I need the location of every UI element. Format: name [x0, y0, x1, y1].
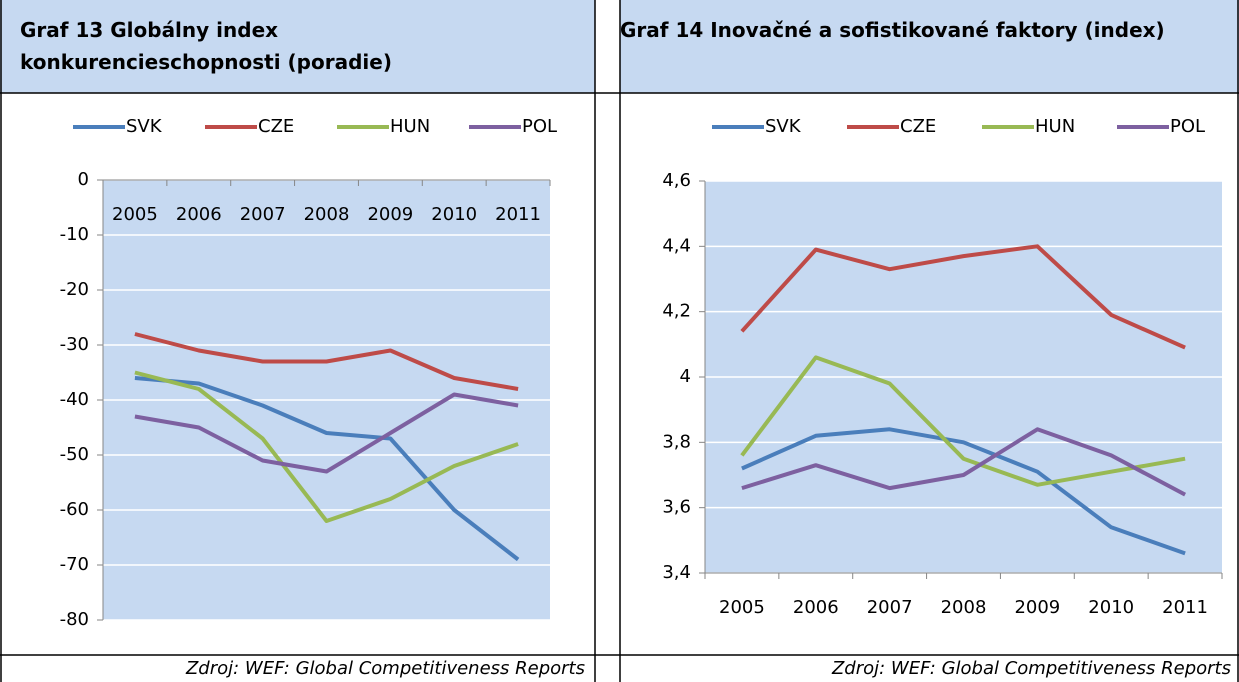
legend-label: SVK: [765, 116, 802, 137]
series-line: [134, 376, 520, 562]
x-tick-label: 2009: [1014, 597, 1060, 618]
y-tick-label: -30: [60, 334, 89, 355]
y-tick-label: -20: [60, 279, 89, 300]
y-tick-label: -70: [60, 554, 89, 575]
x-tick-label: 2005: [719, 597, 765, 618]
y-tick-label: -60: [60, 499, 89, 520]
y-tick-label: -10: [60, 224, 89, 245]
series-line: [741, 427, 1187, 497]
chart-title: Graf 14 Inovačné a sofistikované faktory…: [620, 18, 1165, 42]
y-tick-label: -40: [60, 389, 89, 410]
y-tick-label: -50: [60, 444, 89, 465]
legend-label: HUN: [390, 116, 430, 137]
source-note: Zdroj: WEF: Global Competitiveness Repor…: [831, 658, 1231, 679]
x-tick-label: 2010: [431, 204, 477, 225]
series-line: [134, 370, 519, 523]
x-tick-label: 2005: [112, 204, 158, 225]
x-tick-label: 2007: [867, 597, 913, 618]
legend-label: SVK: [126, 116, 163, 137]
x-tick-label: 2006: [793, 597, 839, 618]
y-tick-label: 3,8: [662, 431, 691, 452]
gap-cell: [595, 0, 620, 93]
legend-label: POL: [1170, 116, 1205, 137]
source-note: Zdroj: WEF: Global Competitiveness Repor…: [185, 658, 585, 679]
y-tick-label: -80: [60, 609, 89, 630]
legend-label: HUN: [1035, 116, 1075, 137]
x-tick-label: 2008: [941, 597, 987, 618]
series-line: [740, 244, 1186, 350]
y-tick-label: 3,4: [662, 562, 691, 583]
header-cell: Graf 14 Inovačné a sofistikované faktory…: [620, 0, 1239, 93]
x-tick-label: 2006: [176, 204, 222, 225]
y-tick-label: 4,2: [662, 301, 691, 322]
legend-label: POL: [522, 116, 557, 137]
legend-label: CZE: [258, 116, 294, 137]
y-tick-label: 4,6: [662, 170, 691, 191]
y-tick-label: 0: [78, 169, 89, 190]
header-cell: Graf 13 Globálny index konkurencieschopn…: [0, 0, 595, 93]
legend-label: CZE: [900, 116, 936, 137]
x-tick-label: 2009: [367, 204, 413, 225]
x-tick-label: 2011: [1162, 597, 1208, 618]
y-tick-label: 3,6: [662, 497, 691, 518]
y-tick-label: 4,4: [662, 235, 691, 256]
x-tick-label: 2008: [304, 204, 350, 225]
series-line: [134, 332, 519, 391]
x-tick-label: 2007: [240, 204, 286, 225]
chart-title: Graf 13 Globálny index konkurencieschopn…: [20, 18, 392, 74]
series-line: [741, 427, 1186, 556]
x-tick-label: 2011: [495, 204, 541, 225]
y-tick-label: 4: [680, 366, 691, 387]
series-line: [740, 355, 1186, 487]
series-line: [134, 392, 519, 474]
x-tick-label: 2010: [1088, 597, 1134, 618]
